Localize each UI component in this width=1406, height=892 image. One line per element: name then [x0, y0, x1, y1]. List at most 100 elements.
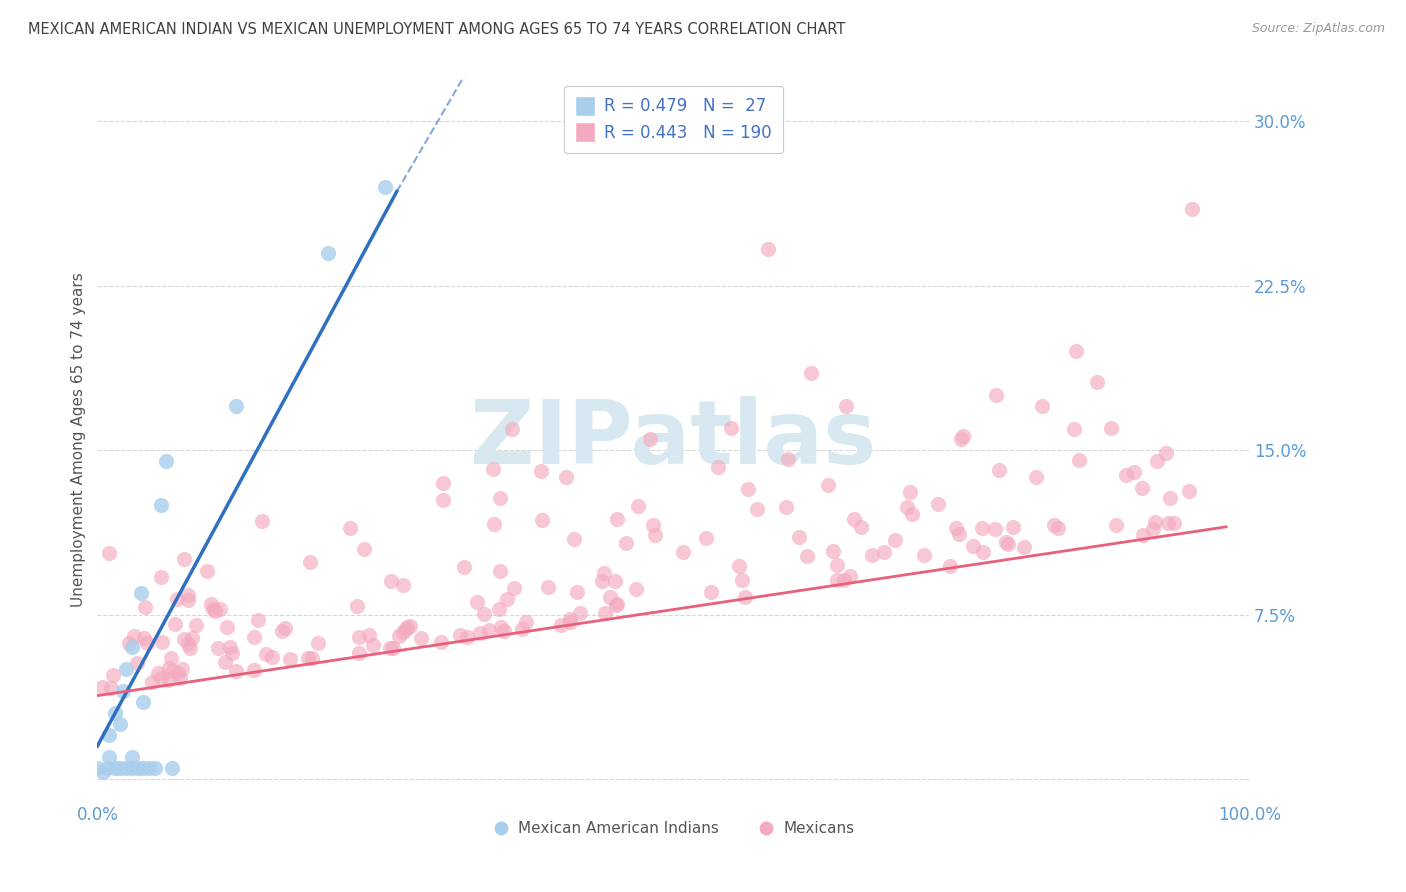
Point [734, 590, 756, 604]
Point [472, 607, 495, 622]
Point [181, 631, 204, 645]
Point [177, 592, 200, 607]
Point [1063, 422, 1085, 436]
Point [204, 603, 226, 617]
Point [346, 599, 368, 614]
Point [997, 537, 1019, 551]
Point [149, 498, 172, 512]
Point [347, 646, 370, 660]
Point [166, 591, 188, 606]
Point [962, 539, 984, 553]
Point [225, 665, 247, 679]
Point [148, 665, 170, 680]
Point [641, 517, 664, 532]
Point [177, 637, 200, 651]
Point [149, 570, 172, 584]
Point [823, 544, 845, 558]
Point [247, 613, 270, 627]
Point [699, 584, 721, 599]
Point [176, 588, 198, 602]
Point [301, 651, 323, 665]
Point [482, 461, 505, 475]
Point [569, 607, 592, 621]
Point [495, 592, 517, 607]
Point [86, 761, 108, 775]
Point [127, 656, 149, 670]
Point [1085, 375, 1108, 389]
Point [844, 512, 866, 526]
Point [531, 513, 554, 527]
Point [849, 519, 872, 533]
Point [97, 546, 120, 560]
Point [1163, 516, 1185, 531]
Point [219, 640, 242, 654]
Point [121, 640, 143, 655]
Point [121, 761, 143, 775]
Point [912, 549, 935, 563]
Point [339, 521, 361, 535]
Point [984, 388, 1007, 402]
Point [157, 661, 180, 675]
Point [186, 618, 208, 632]
Point [121, 750, 143, 764]
Point [800, 367, 823, 381]
Point [195, 565, 218, 579]
Point [207, 640, 229, 655]
Point [1069, 453, 1091, 467]
Point [756, 242, 779, 256]
Point [143, 761, 166, 775]
Point [884, 533, 907, 548]
Point [129, 585, 152, 599]
Point [776, 451, 799, 466]
Point [599, 591, 621, 605]
Point [560, 615, 582, 629]
Point [399, 619, 422, 633]
Point [948, 526, 970, 541]
Point [787, 530, 810, 544]
Point [731, 574, 754, 588]
Point [562, 532, 585, 546]
Point [834, 573, 856, 587]
Point [614, 536, 637, 550]
Point [835, 399, 858, 413]
Point [489, 491, 512, 506]
Point [945, 520, 967, 534]
Point [221, 646, 243, 660]
Point [456, 630, 478, 644]
Point [96, 761, 118, 775]
Point [382, 641, 405, 656]
Point [1031, 399, 1053, 413]
Point [1143, 515, 1166, 529]
Point [605, 597, 627, 611]
Point [603, 574, 626, 588]
Point [1146, 454, 1168, 468]
Point [132, 761, 155, 775]
Point [396, 620, 419, 634]
Point [970, 521, 993, 535]
Point [644, 527, 666, 541]
Point [515, 615, 537, 629]
Point [378, 641, 401, 656]
Point [529, 464, 551, 478]
Point [737, 482, 759, 496]
Point [111, 684, 134, 698]
Point [162, 665, 184, 679]
Point [214, 655, 236, 669]
Point [1046, 521, 1069, 535]
Point [127, 761, 149, 775]
Point [624, 582, 647, 597]
Point [465, 595, 488, 609]
Point [132, 631, 155, 645]
Point [775, 500, 797, 515]
Point [278, 651, 301, 665]
Point [558, 612, 581, 626]
Point [1178, 484, 1201, 499]
Point [138, 761, 160, 775]
Point [537, 580, 560, 594]
Point [432, 493, 454, 508]
Point [606, 511, 628, 525]
Point [262, 650, 284, 665]
Point [591, 574, 613, 589]
Text: Source: ZipAtlas.com: Source: ZipAtlas.com [1251, 22, 1385, 36]
Point [972, 545, 994, 559]
